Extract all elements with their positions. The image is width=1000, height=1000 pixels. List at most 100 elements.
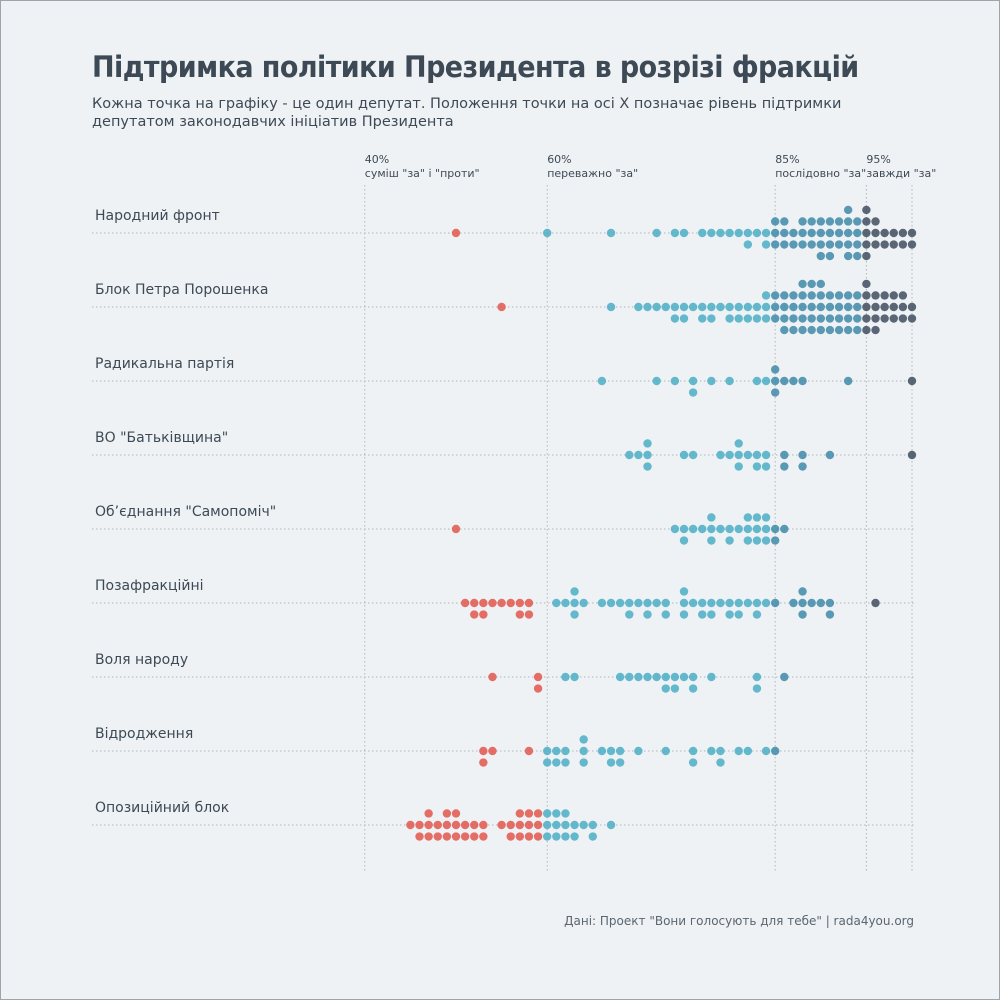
deputy-dot [670,524,680,534]
deputy-dot [679,450,689,460]
deputy-dot [780,524,789,534]
deputy-dot [871,291,880,300]
deputy-dot [880,302,889,312]
deputy-dot [752,513,762,522]
deputy-dot [652,598,661,608]
deputy-dot [898,228,908,238]
deputy-dot [862,279,871,289]
deputy-dot [643,462,652,471]
deputy-dot [798,228,807,238]
deputy-dot [816,314,825,323]
deputy-dot [761,450,771,460]
deputy-dot [853,291,862,300]
deputy-dot [688,376,698,386]
deputy-dot [825,610,835,619]
deputy-dot [825,228,835,238]
deputy-dot [543,832,552,841]
faction-label: Позафракційні [95,578,204,594]
deputy-dot [597,598,607,608]
deputy-dot [871,325,880,335]
deputy-dot [606,758,616,767]
deputy-dot [552,820,561,830]
deputy-dot [698,228,707,238]
deputy-dot [652,302,661,312]
deputy-dot [780,228,789,238]
deputy-dot [561,832,570,841]
deputy-dot [889,228,898,238]
deputy-dot [761,524,771,534]
deputy-dot [725,314,734,323]
deputy-dot [460,598,470,608]
deputy-dot [661,598,670,608]
deputy-dot [515,809,525,818]
deputy-dot [834,302,844,312]
deputy-dot [725,598,734,608]
deputy-dot [862,228,871,238]
deputy-dot [871,598,880,608]
deputy-dot [424,832,433,841]
deputy-dot [725,302,734,312]
deputy-dot [506,820,515,830]
deputy-dot [752,672,762,682]
deputy-dot [761,291,771,300]
deputy-dot [743,524,753,534]
deputy-dot [907,302,917,312]
deputy-dot [780,450,789,460]
deputy-dot [825,291,835,300]
deputy-dot [688,388,698,397]
deputy-dot [780,325,789,335]
deputy-dot [789,240,798,249]
deputy-dot [524,809,534,818]
deputy-dot [734,228,743,238]
deputy-dot [643,450,652,460]
deputy-dot [579,746,588,756]
deputy-dot [798,587,807,596]
deputy-dot [761,513,771,522]
deputy-dot [479,820,488,830]
faction-label: ВО "Батьківщина" [95,430,228,446]
deputy-dot [780,672,789,682]
deputy-dot [606,598,616,608]
deputy-dot [488,598,497,608]
deputy-dot [798,598,807,608]
deputy-dot [679,536,689,545]
deputy-dot [579,758,588,767]
deputy-dot [725,536,734,545]
deputy-dot [442,809,452,818]
deputy-dot [771,240,780,249]
deputy-dot [707,513,716,522]
deputy-dot [862,240,871,249]
deputy-dot [789,376,798,386]
deputy-dot [570,610,579,619]
deputy-dot [862,302,871,312]
deputy-dot [834,291,844,300]
deputy-dot [716,450,725,460]
deputy-dot [789,325,798,335]
deputy-dot [643,610,652,619]
deputy-dot [470,820,479,830]
deputy-dot [552,832,561,841]
deputy-dot [406,820,415,830]
deputy-dot [661,610,670,619]
deputy-dot [752,598,762,608]
deputy-dot [552,758,561,767]
deputy-dot [679,228,689,238]
deputy-dot [807,302,816,312]
deputy-dot [688,684,698,693]
deputy-dot [853,228,862,238]
deputy-dot [725,228,734,238]
deputy-dot [771,388,780,397]
deputy-dot [688,450,698,460]
deputy-dot [752,450,762,460]
deputy-dot [579,820,588,830]
deputy-dot [798,376,807,386]
deputy-dot [907,240,917,249]
deputy-dot [771,746,780,756]
deputy-dot [679,672,689,682]
deputy-dot [807,325,816,335]
deputy-dot [634,746,643,756]
deputy-dot [433,832,442,841]
deputy-dot [871,240,880,249]
deputy-dot [853,302,862,312]
